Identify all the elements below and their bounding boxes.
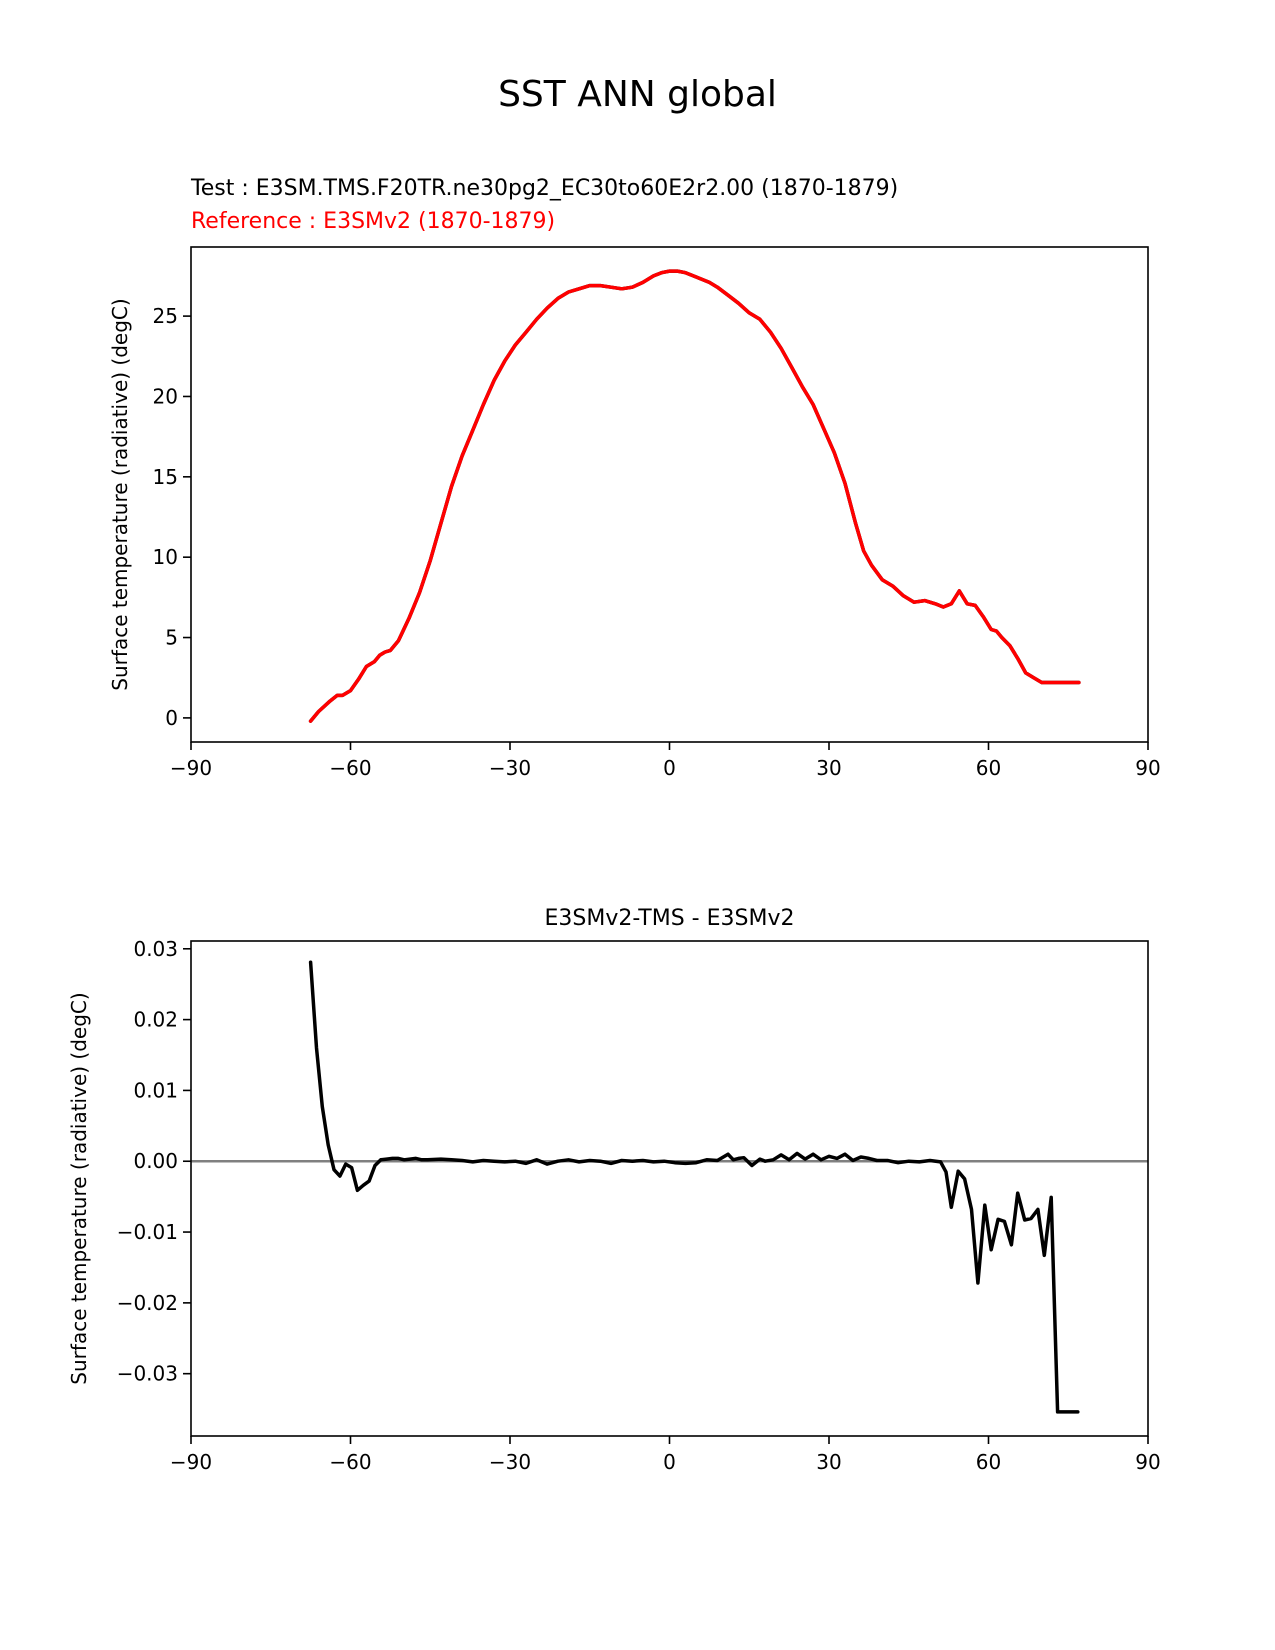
x-tick-label: −30: [489, 756, 531, 780]
top-plot-axes: −90 −60 −30 0 30 60 90 0 5 10 15 20 25 Surface temper…: [108, 246, 1161, 780]
y-tick-label: 0.00: [133, 1149, 178, 1173]
y-tick-label: −0.03: [117, 1362, 178, 1386]
x-tick-label: 90: [1135, 756, 1160, 780]
x-tick-label: 0: [663, 1450, 676, 1474]
y-tick-label: 0.02: [133, 1008, 178, 1032]
reference-series-line: [308, 269, 1081, 723]
x-tick-label: −90: [170, 1450, 212, 1474]
y-tick-label: 5: [165, 626, 178, 650]
x-tick-label: −30: [489, 1450, 531, 1474]
bottom-plot-axes: −90 −60 −30 0 30 60 90 0.03 0.02 0.01 0.00 −0.01 −0.…: [67, 937, 1161, 1474]
y-axis-label: Surface temperature (radiative) (degC): [108, 298, 132, 690]
y-tick-label: 25: [153, 304, 178, 328]
x-tick-label: −90: [170, 756, 212, 780]
x-tick-label: 60: [976, 1450, 1001, 1474]
x-tick-label: 30: [816, 1450, 841, 1474]
x-tick-label: −60: [329, 756, 371, 780]
figure-title: SST ANN global: [498, 74, 777, 115]
y-tick-label: 20: [153, 384, 178, 408]
x-tick-label: 90: [1135, 1450, 1160, 1474]
y-axis-label: Surface temperature (radiative) (degC): [67, 992, 91, 1384]
y-tick-label: 0: [165, 706, 178, 730]
x-tick-label: 60: [976, 756, 1001, 780]
axes-frame: [190, 246, 1149, 743]
x-tick-label: 30: [816, 756, 841, 780]
x-tick-label: 0: [663, 756, 676, 780]
y-tick-label: −0.02: [117, 1291, 178, 1315]
x-tick-label: −60: [329, 1450, 371, 1474]
y-tick-label: 0.01: [133, 1078, 178, 1102]
difference-series-line: [308, 960, 1080, 1414]
difference-plot-title: E3SMv2-TMS - E3SMv2: [544, 906, 795, 931]
test-label: Test : E3SM.TMS.F20TR.ne30pg2_EC30to60E2…: [191, 176, 899, 201]
y-tick-label: 10: [153, 545, 178, 569]
y-tick-label: 0.03: [133, 937, 178, 961]
test-series-line: [308, 269, 1081, 723]
y-tick-label: −0.01: [117, 1220, 178, 1244]
axes-frame: [190, 940, 1149, 1437]
reference-label: Reference : E3SMv2 (1870-1879): [191, 209, 556, 234]
y-tick-label: 15: [153, 465, 178, 489]
